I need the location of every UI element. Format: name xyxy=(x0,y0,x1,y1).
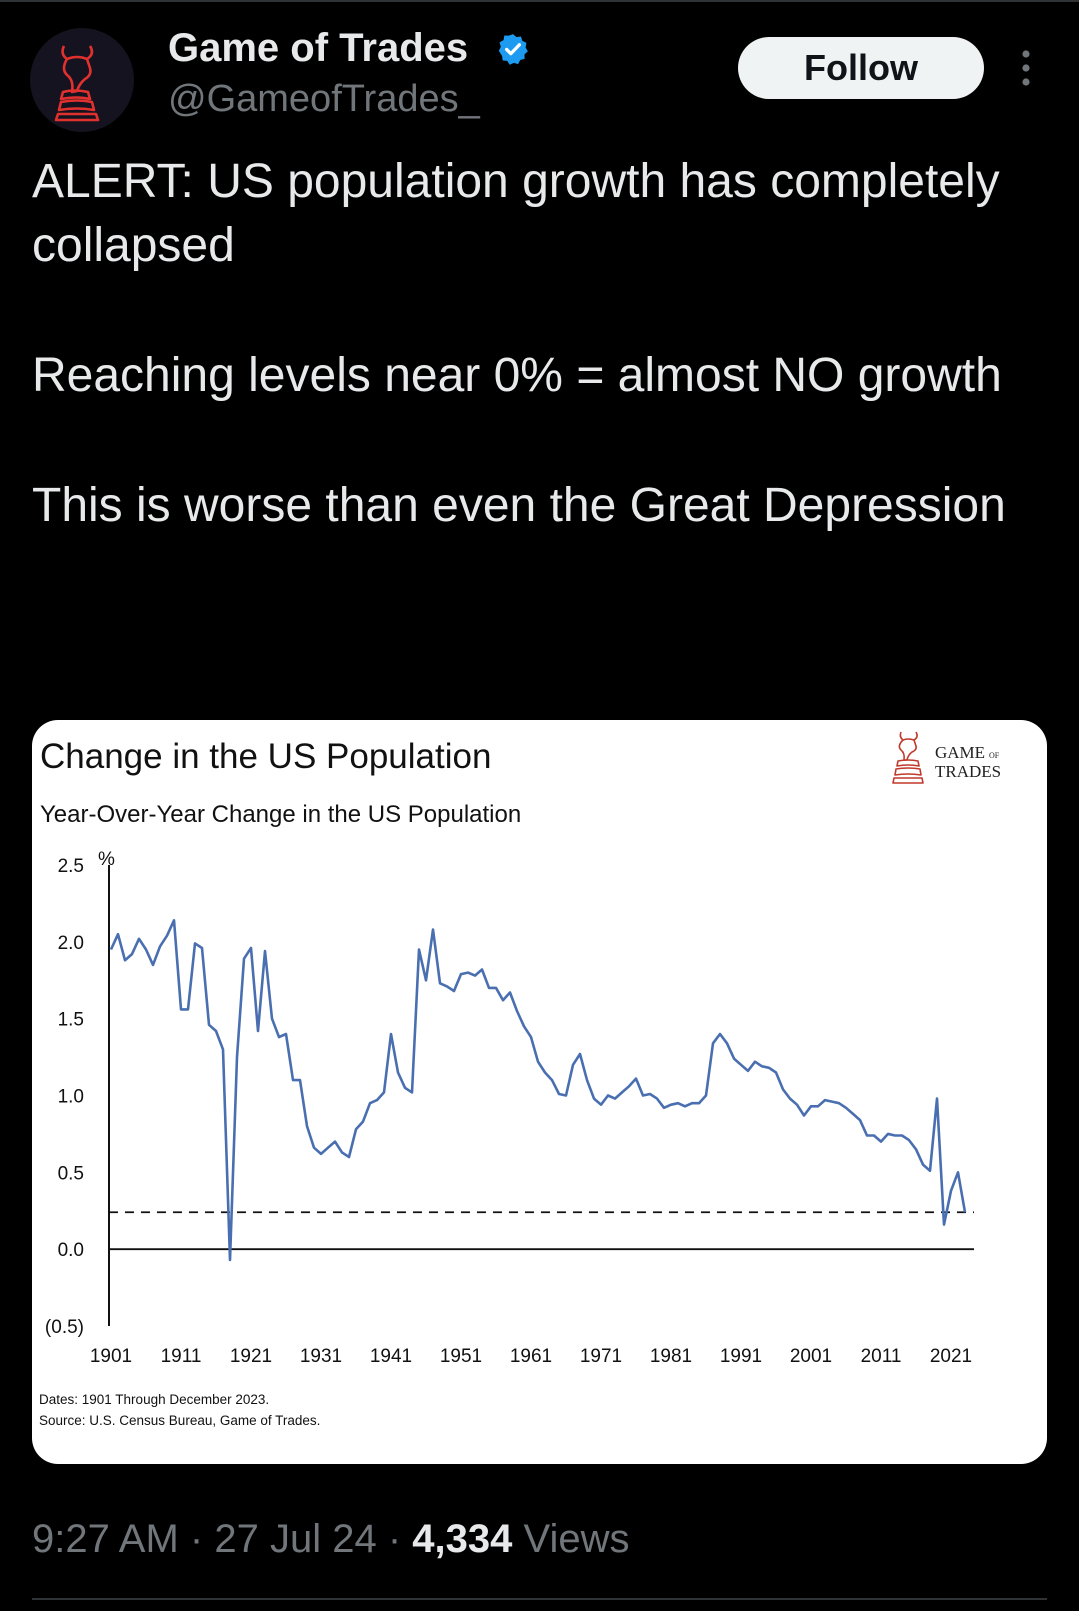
y-tick-label: 2.0 xyxy=(58,933,84,954)
account-avatar[interactable] xyxy=(30,28,134,132)
tweet-text: ALERT: US population growth has complete… xyxy=(32,150,1042,604)
bottom-divider xyxy=(32,1598,1047,1600)
bull-knight-logo-icon xyxy=(54,45,100,122)
brand-bull-knight-icon xyxy=(892,731,924,784)
more-options-icon[interactable] xyxy=(1014,48,1038,92)
y-axis-unit-label: % xyxy=(98,849,115,870)
brand-logo-game: GAME xyxy=(935,743,985,762)
tweet-timestamp[interactable]: 9:27 AM xyxy=(32,1517,179,1561)
population-growth-line xyxy=(109,919,967,1262)
chart-image-card[interactable]: Change in the US Population Year-Over-Ye… xyxy=(32,720,1047,1464)
brand-logo-of: OF xyxy=(989,751,1000,760)
tweet-paragraph-1: ALERT: US population growth has complete… xyxy=(32,155,1000,272)
y-tick-label: 1.0 xyxy=(58,1087,84,1108)
view-count: 4,334 xyxy=(412,1517,513,1561)
x-tick-label: 1901 xyxy=(90,1346,132,1367)
x-tick-label: 2001 xyxy=(790,1346,832,1367)
follow-button[interactable]: Follow xyxy=(738,37,984,99)
x-tick-label: 2021 xyxy=(930,1346,972,1367)
x-tick-labels: 1901 1911 1921 1931 1941 1951 1961 1971 1981 1991… xyxy=(90,1346,972,1367)
x-tick-label: 1961 xyxy=(510,1346,552,1367)
chart-subtitle: Year-Over-Year Change in the US Populati… xyxy=(40,801,521,828)
tweet-meta: 9:27 AM · 27 Jul 24 · 4,334 Views xyxy=(32,1517,629,1562)
x-tick-label: 1991 xyxy=(720,1346,762,1367)
tweet-paragraph-2: Reaching levels near 0% = almost NO grow… xyxy=(32,349,1002,402)
x-tick-label: 1921 xyxy=(230,1346,272,1367)
top-divider xyxy=(0,0,1079,2)
x-tick-label: 1911 xyxy=(161,1346,202,1367)
y-tick-labels: 2.5 2.0 1.5 1.0 0.5 0.0 (0.5) xyxy=(45,856,84,1338)
chart-footnote-dates: Dates: 1901 Through December 2023. xyxy=(39,1392,269,1407)
chart-series xyxy=(109,919,967,1262)
chart-title: Change in the US Population xyxy=(40,737,491,776)
population-chart: Change in the US Population Year-Over-Ye… xyxy=(39,731,1001,1428)
tweet-date[interactable]: 27 Jul 24 xyxy=(214,1517,377,1561)
y-tick-label: 0.5 xyxy=(58,1163,84,1184)
x-tick-label: 1981 xyxy=(650,1346,692,1367)
reference-lines xyxy=(109,1211,974,1251)
brand-logo-trades: TRADES xyxy=(935,762,1001,781)
x-tick-label: 1931 xyxy=(300,1346,342,1367)
views-label: Views xyxy=(523,1517,630,1561)
x-tick-label: 2011 xyxy=(861,1346,902,1367)
verified-badge-icon[interactable] xyxy=(496,32,530,66)
meta-separator: · xyxy=(387,1517,402,1561)
brand-logo: GAME OF TRADES xyxy=(892,731,1001,784)
x-tick-label: 1941 xyxy=(370,1346,412,1367)
y-tick-label: 0.0 xyxy=(58,1240,84,1261)
y-tick-label: 2.5 xyxy=(58,856,84,877)
y-tick-label: (0.5) xyxy=(45,1317,84,1338)
meta-separator: · xyxy=(189,1517,204,1561)
y-tick-label: 1.5 xyxy=(58,1010,84,1031)
account-name[interactable]: Game of Trades xyxy=(168,26,469,70)
account-handle[interactable]: @GameofTrades_ xyxy=(168,78,480,120)
tweet-paragraph-3: This is worse than even the Great Depres… xyxy=(32,479,1006,532)
x-tick-label: 1971 xyxy=(580,1346,622,1367)
chart-footnote-source: Source: U.S. Census Bureau, Game of Trad… xyxy=(39,1413,320,1428)
x-tick-label: 1951 xyxy=(440,1346,482,1367)
